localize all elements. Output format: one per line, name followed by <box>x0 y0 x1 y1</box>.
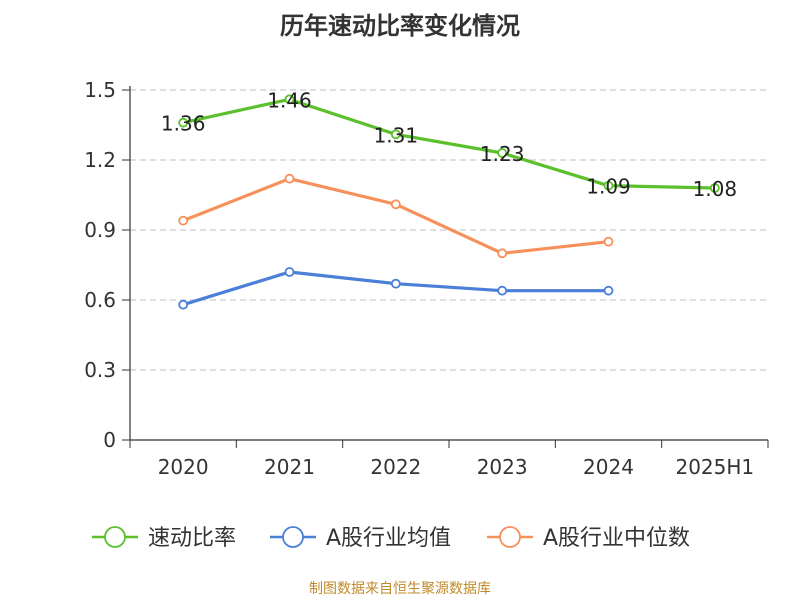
source-note: 制图数据来自恒生聚源数据库 <box>309 581 491 597</box>
series-point-1 <box>603 285 614 296</box>
x-tick-label: 2021 <box>264 455 315 479</box>
data-label: 1.31 <box>374 123 419 147</box>
chart-title: 历年速动比率变化情况 <box>280 12 520 40</box>
legend: 速动比率 A股行业均值 A股行业中位数 <box>92 526 690 551</box>
legend-marker <box>104 526 126 548</box>
y-tick-label: 0 <box>103 428 116 452</box>
y-tick-label: 0.9 <box>84 218 116 242</box>
x-tick-label: 2024 <box>583 455 634 479</box>
legend-marker <box>499 526 521 548</box>
series-point-1 <box>178 299 189 310</box>
series-point-0 <box>178 117 189 128</box>
legend-label: A股行业均值 <box>326 526 451 551</box>
y-tick-label: 0.3 <box>84 358 116 382</box>
legend-label: A股行业中位数 <box>543 526 690 551</box>
x-tick-label: 2025H1 <box>675 455 754 479</box>
data-label: 1.09 <box>586 175 631 199</box>
series-point-2 <box>390 199 401 210</box>
y-tick-label: 1.2 <box>84 148 116 172</box>
data-label: 1.46 <box>267 88 312 112</box>
series-point-0 <box>603 180 614 191</box>
series-point-0 <box>709 183 720 193</box>
series-point-2 <box>284 173 295 184</box>
data-labels: 1.36 1.46 1.31 1.23 1.09 1.08 <box>161 88 737 201</box>
series-line-2 <box>181 177 611 255</box>
data-label: 1.08 <box>693 177 738 201</box>
series-point-2 <box>178 215 189 226</box>
x-tick-label: 2023 <box>477 455 528 479</box>
legend-marker <box>282 526 304 548</box>
gridlines <box>130 89 768 371</box>
x-tick-label: 2022 <box>370 455 421 479</box>
data-label: 1.23 <box>480 142 525 166</box>
series-point-0 <box>497 148 508 158</box>
series-point-1 <box>284 267 295 277</box>
data-label: 1.36 <box>161 112 206 136</box>
series-point-1 <box>390 278 401 289</box>
series-point-2 <box>603 236 614 247</box>
series-point-0 <box>390 129 401 140</box>
series-point-1 <box>497 285 508 296</box>
series-point-2 <box>497 248 508 259</box>
y-tick-label: 0.6 <box>84 288 116 312</box>
y-tick-label: 1.5 <box>84 78 116 102</box>
legend-label: 速动比率 <box>148 526 236 551</box>
x-tick-label: 2020 <box>158 455 209 479</box>
series-point-0 <box>284 94 295 105</box>
series <box>178 94 720 310</box>
axes: 0 0.3 0.6 0.9 1.2 1.5 2020 2021 2022 2023 2024 2025… <box>84 78 769 479</box>
series-line-0 <box>181 97 717 190</box>
